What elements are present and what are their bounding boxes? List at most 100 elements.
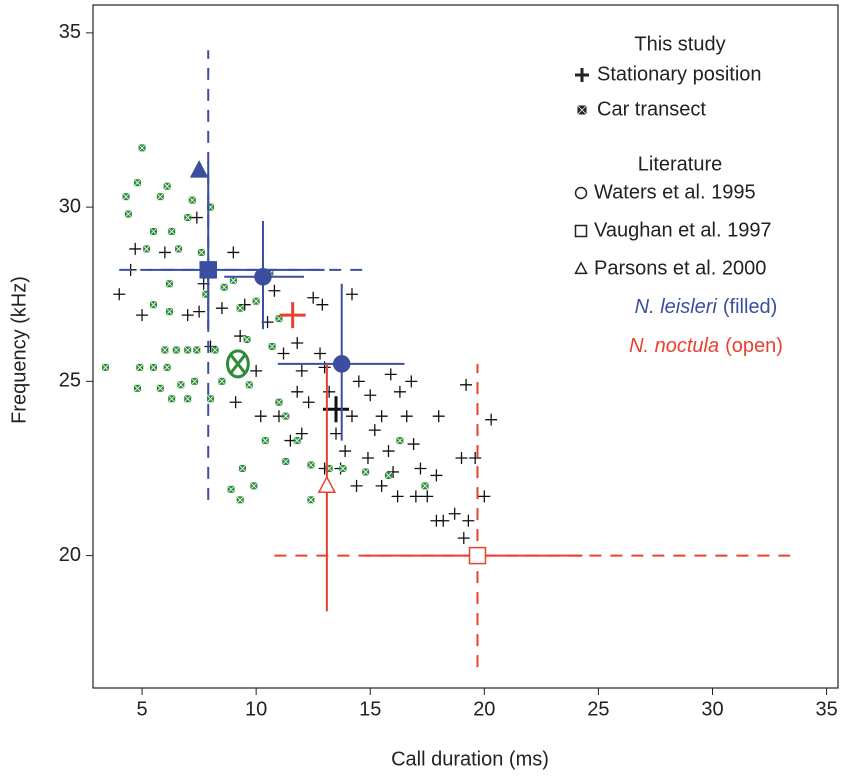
legend-label: Car transect [597,98,706,120]
data-point-glyph [448,507,461,520]
data-point [206,394,215,403]
data-point-glyph [307,496,315,504]
data-point [407,438,420,451]
data-point-glyph [101,363,110,372]
data-point-glyph [124,210,133,218]
x-tick-label: 15 [359,698,381,720]
data-point [282,457,290,466]
data-point-glyph [405,375,418,388]
data-point-glyph [165,307,174,316]
data-point-glyph [229,276,238,285]
y-tick-label: 20 [59,544,81,566]
data-point [163,363,171,372]
data-point [193,305,206,318]
plot-frame [92,4,839,689]
data-point [432,410,445,423]
data-point [193,346,201,354]
data-point-glyph [339,464,347,473]
legend-label: Stationary position [597,63,762,85]
data-point-glyph [316,298,329,311]
data-point-glyph [268,284,281,297]
data-point-glyph [323,385,336,398]
reference-point [468,546,487,565]
legend-marker [574,224,588,238]
data-point [448,507,461,520]
data-point [350,479,363,492]
data-point-glyph [478,490,491,503]
reference-point-glyph [189,160,209,178]
data-point-glyph [307,291,320,304]
data-point [405,375,418,388]
legend-marker [574,186,588,200]
data-point [391,490,404,503]
data-point [243,335,251,344]
data-point [101,363,110,372]
data-point [197,248,206,257]
data-point [167,394,176,403]
legend-species: N. noctula (open) [629,335,783,357]
data-point-glyph [421,490,434,503]
data-point [254,410,267,423]
legend-marker-glyph [577,105,587,115]
data-point [183,213,192,222]
data-point [252,297,260,305]
data-point [229,276,238,285]
data-point-glyph [190,211,203,224]
data-point [323,385,336,398]
x-tick-label: 20 [473,698,495,720]
reference-point-glyph [279,302,306,329]
data-point-glyph [455,452,468,465]
data-point-glyph [156,192,165,201]
data-point-glyph [432,410,445,423]
data-point-glyph [261,436,270,445]
data-point-glyph [138,144,146,152]
data-point-glyph [211,346,219,354]
reference-point-glyph [199,261,217,279]
data-point [462,514,475,527]
data-point [295,427,308,440]
data-point [307,291,320,304]
data-point-glyph [163,182,171,190]
data-point-glyph [361,452,374,465]
data-point-glyph [183,346,192,354]
data-point-glyph [250,482,258,490]
data-point-glyph [345,410,358,423]
data-point [314,347,327,360]
data-point-glyph [113,288,126,301]
data-point [384,471,393,480]
data-point [345,410,358,423]
species-name: N. leisleri [635,296,718,318]
data-point [113,288,126,301]
y-axis-label: Frequency (kHz) [8,276,30,424]
data-point-glyph [430,469,443,482]
reference-point [279,302,306,329]
y-tick-label: 30 [59,195,81,217]
data-point [190,211,203,224]
data-point [291,385,304,398]
data-point [177,381,185,389]
data-point [163,182,171,190]
data-point [236,496,244,504]
species-note: (open) [725,335,783,357]
data-point-glyph [384,471,393,480]
data-point-glyph [122,192,130,201]
data-point-glyph [400,410,413,423]
data-point-glyph [345,288,358,301]
data-point [245,381,254,389]
data-point [485,413,498,426]
data-point-glyph [275,398,283,407]
data-point [133,178,142,187]
species-note: (filled) [723,296,777,318]
legend-heading: This study [634,33,725,55]
data-point [181,309,194,322]
data-point-glyph [368,424,381,437]
reference-point [254,268,272,286]
data-point-glyph [177,381,185,389]
data-point [250,482,258,490]
data-point-glyph [460,378,473,391]
reference-point-glyph [468,546,487,565]
data-point [384,368,397,381]
data-point [460,378,473,391]
reference-point [199,261,217,279]
